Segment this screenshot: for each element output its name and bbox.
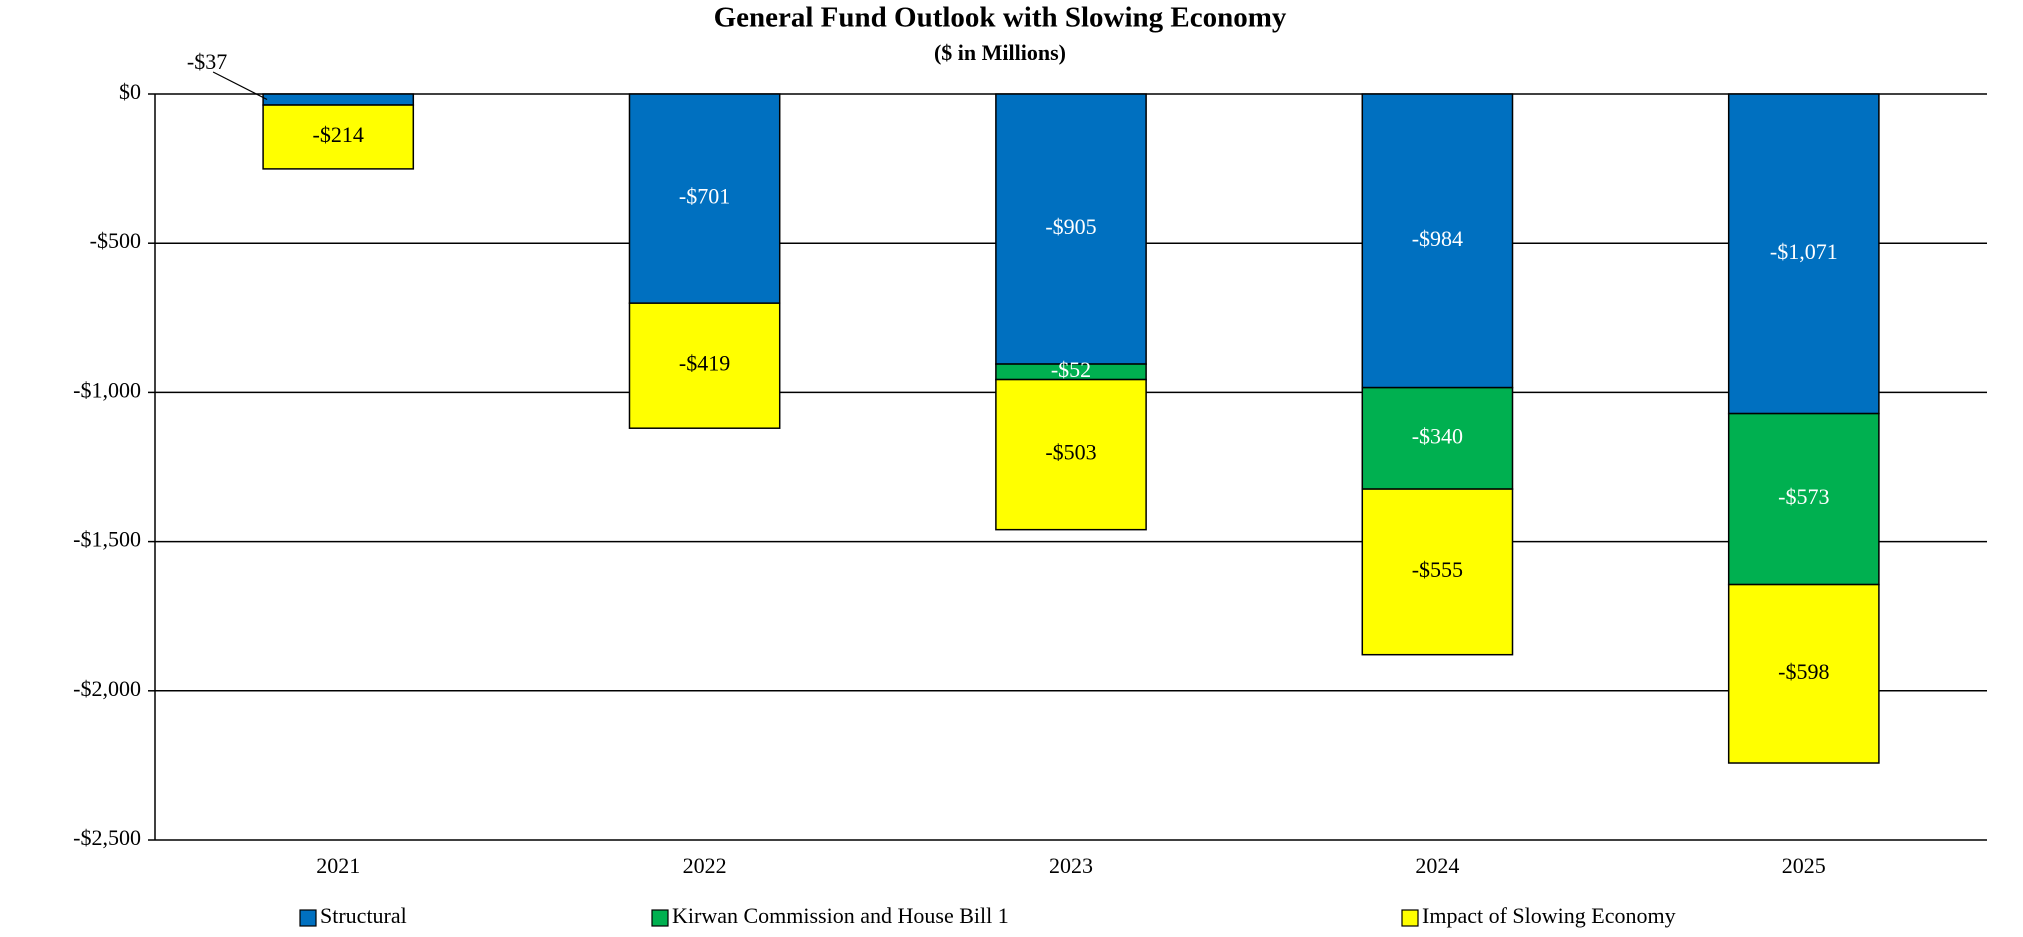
legend-swatch	[1401, 909, 1419, 927]
y-tick-label: -$1,000	[73, 377, 141, 402]
bar-segment	[262, 104, 415, 170]
data-label: -$340	[1412, 423, 1463, 448]
y-tick-label: $0	[119, 79, 141, 104]
bar-segment	[995, 378, 1147, 531]
data-label: -$52	[1051, 357, 1091, 382]
data-label: -$905	[1045, 214, 1096, 239]
y-tick-label: -$2,000	[73, 676, 141, 701]
x-tick-label: 2025	[1782, 853, 1826, 878]
x-tick-label: 2021	[316, 853, 360, 878]
legend-swatch	[651, 909, 669, 927]
data-label: -$555	[1412, 557, 1463, 582]
y-tick-label: -$500	[90, 228, 141, 253]
chart-title: General Fund Outlook with Slowing Econom…	[714, 2, 1287, 34]
data-label: -$1,071	[1770, 239, 1838, 264]
y-tick-label: -$1,500	[73, 527, 141, 552]
data-label: -$503	[1045, 440, 1096, 465]
bar-segment	[262, 93, 415, 106]
data-label: -$701	[679, 184, 730, 209]
bar-segment	[1727, 93, 1880, 415]
bar-segment	[1727, 412, 1880, 586]
data-label: -$214	[313, 122, 364, 147]
legend-label: Structural	[320, 903, 407, 928]
x-tick-label: 2024	[1415, 853, 1459, 878]
y-tick-label: -$2,500	[73, 825, 141, 850]
bar-segment	[1361, 386, 1514, 490]
data-label: -$598	[1778, 659, 1829, 684]
legend-label: Kirwan Commission and House Bill 1	[672, 903, 1009, 928]
x-tick-label: 2022	[683, 853, 727, 878]
data-label: -$984	[1412, 226, 1463, 251]
data-label: -$573	[1778, 484, 1829, 509]
chart-subtitle: ($ in Millions)	[934, 40, 1066, 65]
bar-segment	[1727, 583, 1880, 764]
x-tick-label: 2023	[1049, 853, 1093, 878]
data-label: -$419	[679, 351, 730, 376]
bar-segment	[628, 302, 781, 429]
bar-segment	[628, 93, 781, 304]
bar-segment	[1361, 488, 1514, 656]
leader-line	[212, 71, 268, 101]
legend-label: Impact of Slowing Economy	[1422, 903, 1676, 928]
legend-swatch	[299, 909, 317, 927]
data-label: -$37	[187, 49, 227, 74]
bar-segment	[1361, 93, 1514, 389]
